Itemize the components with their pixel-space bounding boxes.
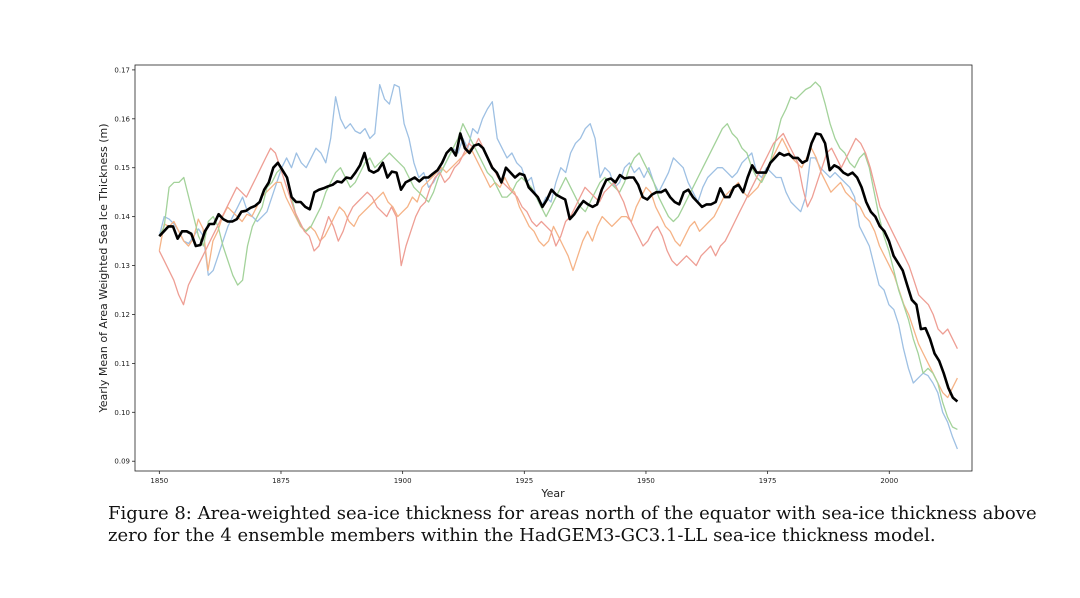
y-tick-label: 0.09 [114,458,130,466]
y-tick-label: 0.11 [114,360,130,368]
x-tick-label: 1925 [515,477,533,485]
series-layer [158,81,959,450]
x-tick-label: 1875 [272,477,290,485]
plot-frame [134,64,973,472]
x-tick-label: 2000 [880,477,898,485]
caption-line-1: Figure 8: Area-weighted sea-ice thicknes… [108,503,1037,524]
y-tick-label: 0.14 [114,213,130,221]
x-tick-label: 1850 [150,477,168,485]
y-tick-label: 0.16 [114,115,130,123]
plot-background [135,65,972,471]
y-tick-label: 0.15 [114,164,130,172]
caption-line-2: zero for the 4 ensemble members within t… [108,525,936,546]
series-line-mean [158,132,959,403]
series-line-member-3 [158,81,958,430]
x-tick-label: 1900 [394,477,412,485]
y-tick-label: 0.13 [114,262,130,270]
series-line-member-2 [158,137,958,399]
series-line-member-1 [158,83,959,450]
figure-caption: Figure 8: Area-weighted sea-ice thicknes… [108,503,1037,547]
x-tick-label: 1950 [637,477,655,485]
y-tick-label: 0.17 [114,66,130,74]
x-tick-label: 1975 [759,477,777,485]
y-axis-label: Yearly Mean of Area Weighted Sea Ice Thi… [97,123,110,413]
y-axis-ticks: 0.09 0.10 0.11 0.12 0.13 0.14 0.15 0.16 0.17 [114,66,135,466]
y-tick-label: 0.10 [114,409,130,417]
x-axis-label: Year [540,487,565,500]
series-line-member-4 [158,132,958,349]
y-tick-label: 0.12 [114,311,130,319]
x-axis-ticks: 1850 1875 1900 1925 1950 1975 2000 [150,471,898,485]
